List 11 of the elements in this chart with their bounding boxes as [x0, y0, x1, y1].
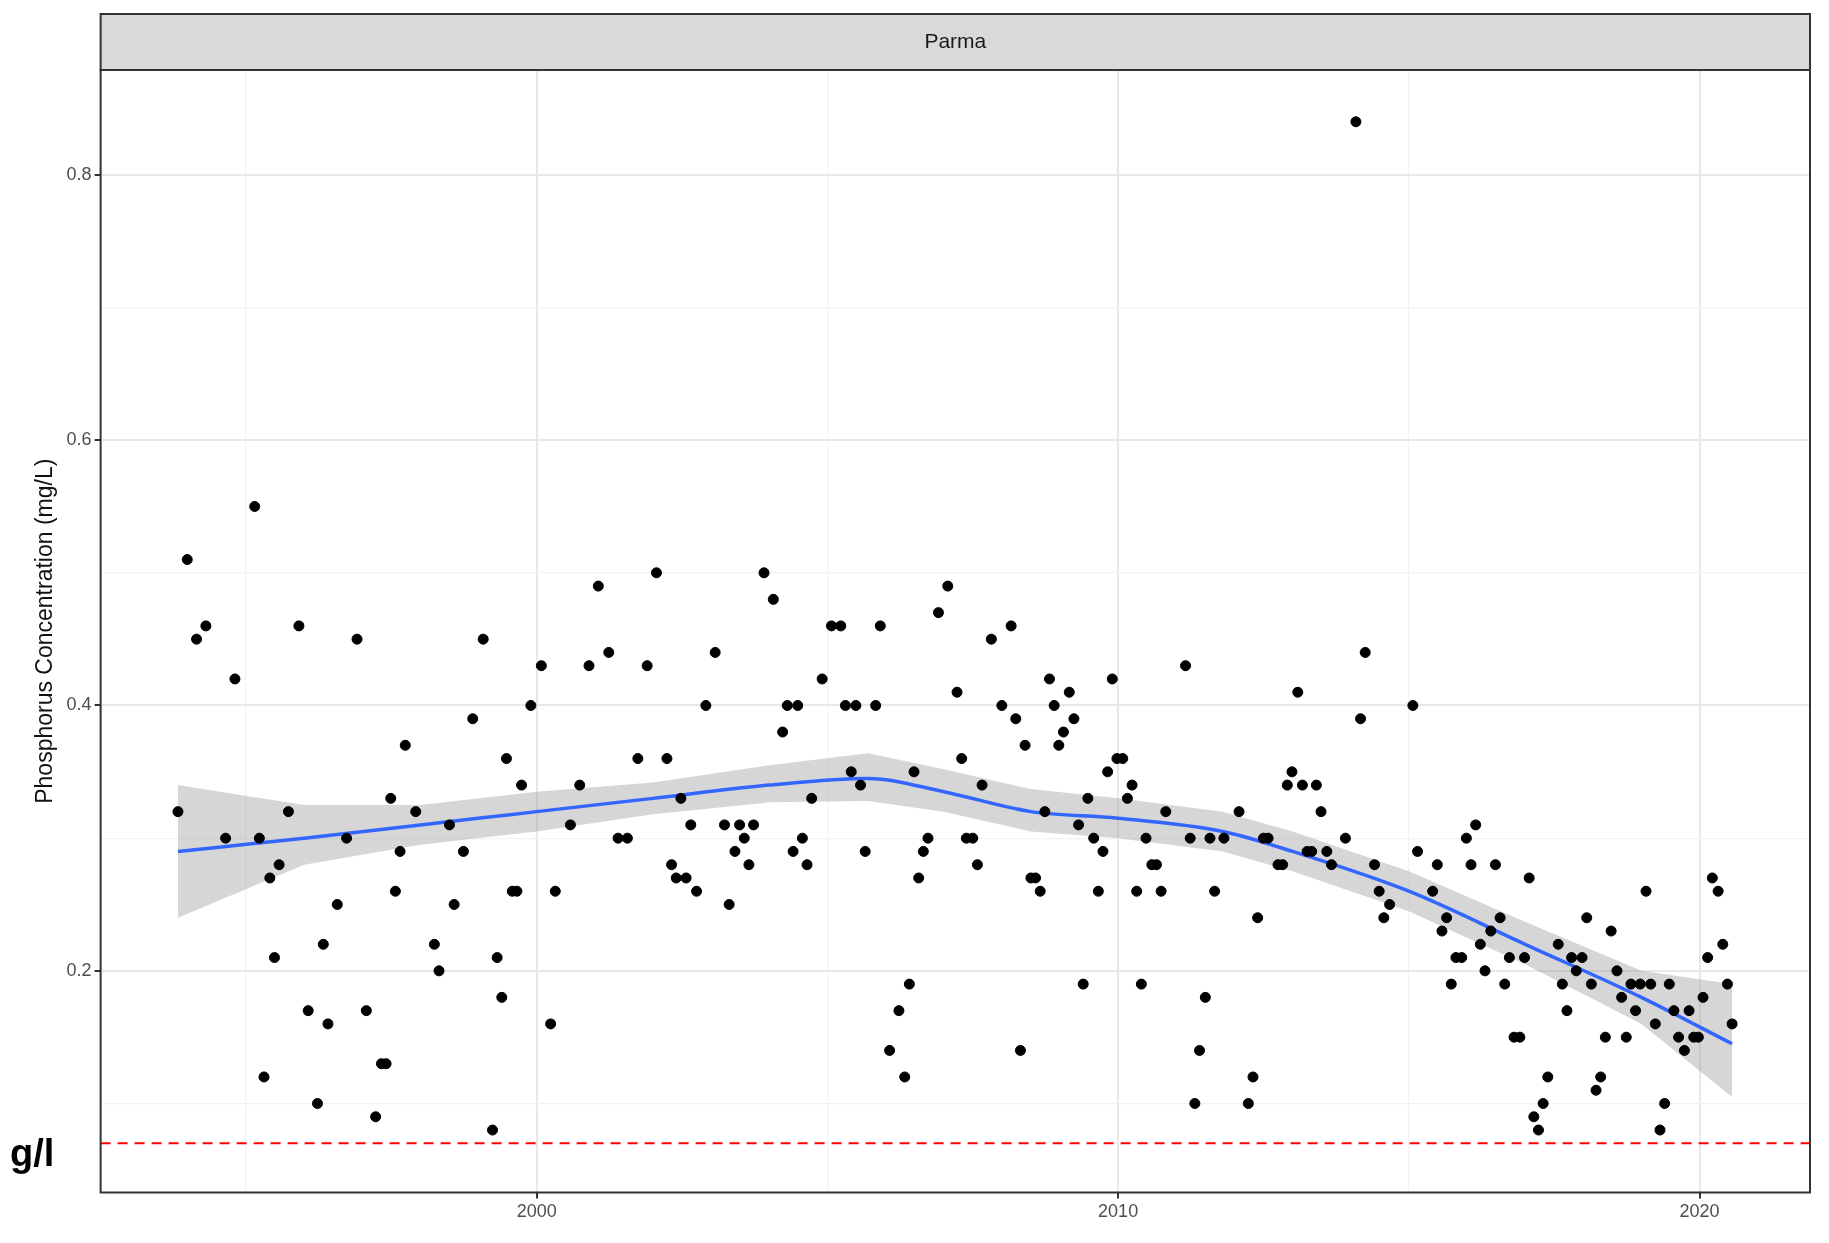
- y-tick-label: 0.2: [66, 959, 92, 980]
- x-tick-label: 2000: [516, 1201, 557, 1222]
- chart-title: Parma: [924, 28, 987, 52]
- line-series: [176, 776, 1734, 1046]
- y-axis-title: Phosphorus Concentration (mg/L): [31, 458, 58, 804]
- x-tick-label: 2020: [1679, 1201, 1720, 1222]
- x-tick-label: 2010: [1098, 1201, 1139, 1222]
- ref-line-label: g/l: [10, 1131, 55, 1174]
- y-tick-label: 0.4: [66, 694, 92, 715]
- y-tick-label: 0.8: [66, 163, 92, 184]
- y-tick-label: 0.6: [66, 429, 92, 450]
